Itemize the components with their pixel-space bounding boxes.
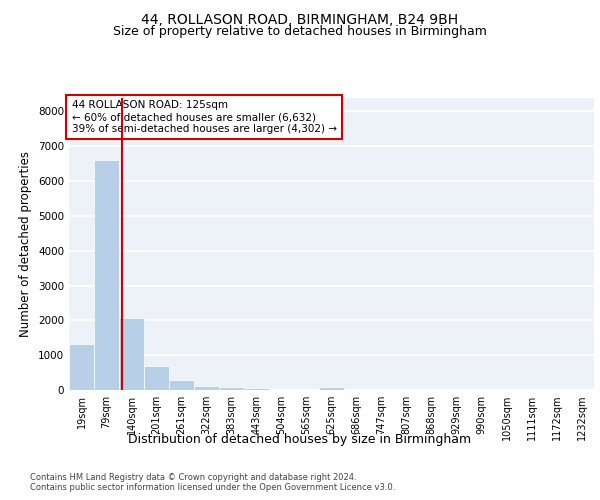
- Bar: [219, 388, 244, 390]
- Bar: [169, 380, 194, 390]
- Bar: [194, 386, 219, 390]
- Bar: [69, 344, 94, 390]
- Text: Contains public sector information licensed under the Open Government Licence v3: Contains public sector information licen…: [30, 484, 395, 492]
- Text: Contains HM Land Registry data © Crown copyright and database right 2024.: Contains HM Land Registry data © Crown c…: [30, 472, 356, 482]
- Text: Size of property relative to detached houses in Birmingham: Size of property relative to detached ho…: [113, 25, 487, 38]
- Text: Distribution of detached houses by size in Birmingham: Distribution of detached houses by size …: [128, 432, 472, 446]
- Bar: [119, 318, 144, 390]
- Y-axis label: Number of detached properties: Number of detached properties: [19, 151, 32, 337]
- Text: 44 ROLLASON ROAD: 125sqm
← 60% of detached houses are smaller (6,632)
39% of sem: 44 ROLLASON ROAD: 125sqm ← 60% of detach…: [71, 100, 337, 134]
- Bar: [244, 388, 269, 390]
- Text: 44, ROLLASON ROAD, BIRMINGHAM, B24 9BH: 44, ROLLASON ROAD, BIRMINGHAM, B24 9BH: [142, 12, 458, 26]
- Bar: [144, 366, 169, 390]
- Bar: [319, 387, 344, 390]
- Bar: [94, 160, 119, 390]
